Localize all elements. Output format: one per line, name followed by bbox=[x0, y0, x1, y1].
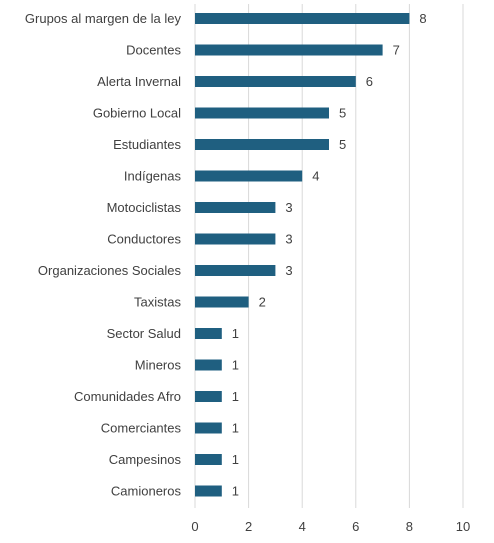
category-label: Grupos al margen de la ley bbox=[25, 11, 182, 26]
x-axis-ticks: 0 2 4 6 8 10 bbox=[191, 519, 470, 534]
data-label: 1 bbox=[232, 326, 239, 341]
data-label: 3 bbox=[285, 232, 292, 247]
category-labels: Grupos al margen de la ley Docentes Alerta… bbox=[25, 11, 182, 499]
data-label: 7 bbox=[393, 43, 400, 58]
bar bbox=[195, 328, 222, 339]
bar bbox=[195, 233, 276, 245]
data-label: 6 bbox=[366, 74, 373, 89]
bar bbox=[195, 76, 356, 87]
data-label: 1 bbox=[232, 389, 239, 404]
bar bbox=[195, 296, 249, 308]
bar bbox=[195, 170, 303, 182]
bar-layer bbox=[195, 13, 410, 497]
category-label: Comunidades Afro bbox=[74, 389, 181, 404]
data-label: 5 bbox=[339, 137, 346, 152]
data-label: 3 bbox=[285, 200, 292, 215]
x-tick-label: 4 bbox=[299, 519, 306, 534]
x-tick-label: 2 bbox=[245, 519, 252, 534]
category-label: Organizaciones Sociales bbox=[38, 263, 182, 278]
value-labels: 8 7 6 5 5 4 3 3 3 2 1 1 1 1 1 1 bbox=[232, 11, 427, 499]
data-label: 1 bbox=[232, 358, 239, 373]
data-label: 3 bbox=[285, 263, 292, 278]
category-label: Docentes bbox=[126, 43, 181, 58]
bar bbox=[195, 202, 276, 213]
x-tick-label: 0 bbox=[191, 519, 198, 534]
data-label: 8 bbox=[419, 11, 426, 26]
bar bbox=[195, 107, 329, 119]
bar bbox=[195, 454, 222, 465]
data-label: 5 bbox=[339, 106, 346, 121]
bar bbox=[195, 265, 276, 276]
bar bbox=[195, 139, 329, 150]
bar bbox=[195, 485, 222, 497]
category-label: Sector Salud bbox=[107, 326, 181, 341]
x-tick-label: 6 bbox=[352, 519, 359, 534]
category-label: Campesinos bbox=[109, 452, 182, 467]
data-label: 1 bbox=[232, 484, 239, 499]
bar bbox=[195, 44, 383, 56]
category-label: Mineros bbox=[135, 358, 182, 373]
bar bbox=[195, 359, 222, 371]
data-label: 1 bbox=[232, 421, 239, 436]
category-label: Motociclistas bbox=[107, 200, 182, 215]
data-label: 2 bbox=[259, 295, 266, 310]
category-label: Comerciantes bbox=[101, 421, 182, 436]
category-label: Taxistas bbox=[134, 295, 181, 310]
category-label: Gobierno Local bbox=[93, 106, 181, 121]
bar bbox=[195, 391, 222, 402]
category-label: Alerta Invernal bbox=[97, 74, 181, 89]
x-tick-label: 8 bbox=[406, 519, 413, 534]
x-tick-label: 10 bbox=[456, 519, 470, 534]
category-label: Conductores bbox=[107, 232, 181, 247]
category-label: Indígenas bbox=[124, 169, 182, 184]
bar bbox=[195, 422, 222, 434]
data-label: 1 bbox=[232, 452, 239, 467]
category-label: Estudiantes bbox=[113, 137, 181, 152]
category-label: Camioneros bbox=[111, 484, 182, 499]
data-label: 4 bbox=[312, 169, 319, 184]
bar bbox=[195, 13, 410, 24]
